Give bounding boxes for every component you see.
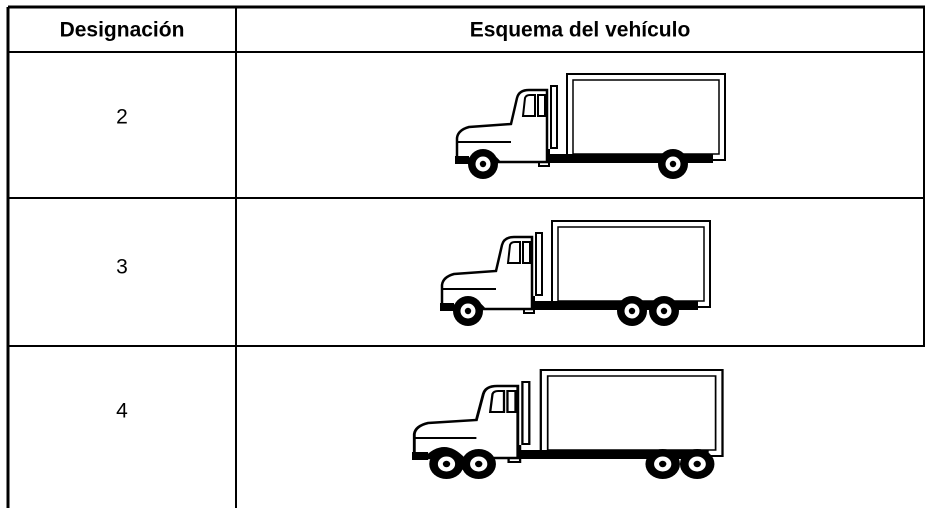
truck-icon [453, 72, 727, 179]
header-cell: Designación [60, 19, 185, 42]
designation-cell: 3 [116, 256, 128, 279]
designation-cell: 4 [116, 400, 128, 423]
header-cell: Esquema del vehículo [470, 19, 691, 42]
truck-icon [438, 219, 712, 326]
table-grid [6, 5, 925, 508]
designation-cell: 2 [116, 106, 128, 129]
truck-icon [410, 368, 724, 479]
